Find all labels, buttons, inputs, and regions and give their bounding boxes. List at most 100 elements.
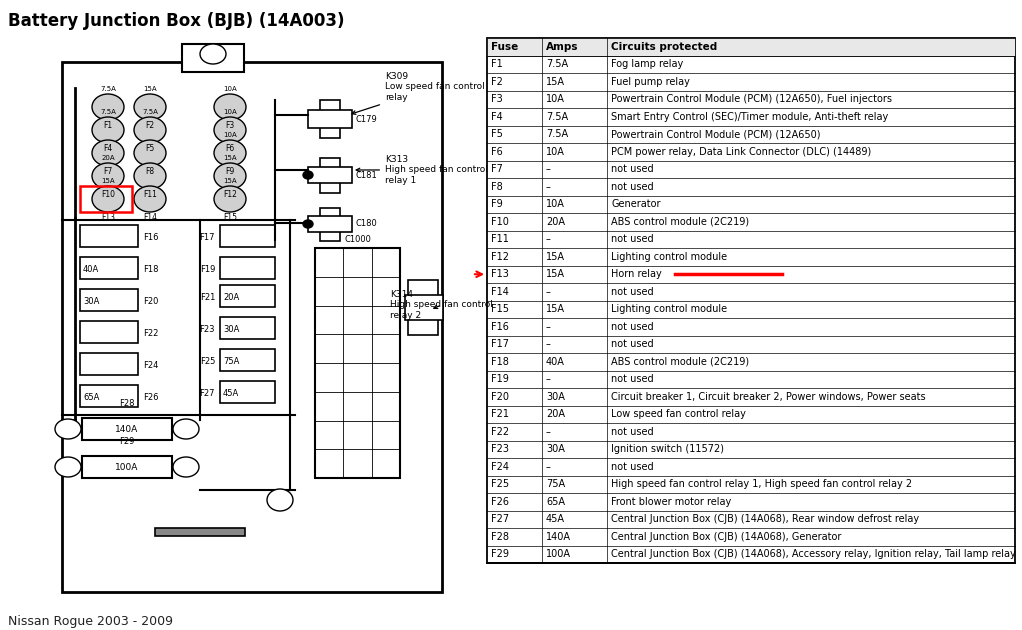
Text: –: –: [546, 462, 551, 472]
Text: Battery Junction Box (BJB) (14A003): Battery Junction Box (BJB) (14A003): [8, 12, 344, 30]
Text: not used: not used: [611, 427, 654, 437]
Ellipse shape: [214, 163, 246, 189]
Text: 20A: 20A: [546, 217, 565, 227]
Ellipse shape: [200, 44, 226, 64]
Text: F25: F25: [199, 357, 215, 365]
Text: –: –: [546, 234, 551, 244]
Text: F5: F5: [491, 129, 503, 139]
Text: F7: F7: [103, 167, 112, 176]
Bar: [82, 456, 172, 478]
Text: F23: F23: [491, 444, 509, 454]
Text: F4: F4: [103, 144, 112, 153]
Text: Amps: Amps: [546, 42, 578, 52]
Text: F26: F26: [143, 392, 158, 401]
Text: F28: F28: [120, 399, 135, 408]
Text: 10A: 10A: [223, 86, 237, 92]
Ellipse shape: [173, 419, 199, 439]
Bar: [80, 225, 138, 247]
Bar: [80, 321, 138, 343]
Text: C1000: C1000: [344, 235, 371, 244]
Text: F20: F20: [491, 392, 509, 402]
Text: F2: F2: [145, 121, 154, 130]
Text: 10A: 10A: [223, 132, 237, 138]
Bar: [308, 167, 352, 183]
Text: F2: F2: [491, 77, 503, 87]
Text: 75A: 75A: [546, 479, 565, 490]
Text: 15A: 15A: [546, 304, 565, 314]
Text: F19: F19: [199, 265, 215, 273]
Text: Powertrain Control Module (PCM) (12A650), Fuel injectors: Powertrain Control Module (PCM) (12A650)…: [611, 94, 892, 104]
Text: F24: F24: [491, 462, 509, 472]
Text: F20: F20: [143, 297, 158, 306]
Text: 15A: 15A: [143, 86, 156, 92]
Text: 15A: 15A: [101, 178, 114, 184]
Ellipse shape: [214, 117, 246, 143]
Text: F13: F13: [101, 213, 115, 222]
Text: F18: F18: [143, 265, 158, 273]
Ellipse shape: [134, 117, 166, 143]
Text: Central Junction Box (CJB) (14A068), Accessory relay, Ignition relay, Tail lamp : Central Junction Box (CJB) (14A068), Acc…: [611, 549, 1016, 559]
Ellipse shape: [173, 457, 199, 477]
Text: not used: not used: [611, 164, 654, 175]
Bar: [315, 248, 400, 478]
Text: F14: F14: [143, 213, 157, 222]
Text: F5: F5: [145, 144, 154, 153]
Text: F26: F26: [491, 496, 509, 507]
Text: Front blower motor relay: Front blower motor relay: [611, 496, 732, 507]
Text: Smart Entry Control (SEC)/Timer module, Anti-theft relay: Smart Entry Control (SEC)/Timer module, …: [611, 112, 888, 122]
Bar: [155, 528, 245, 536]
Ellipse shape: [55, 457, 81, 477]
Text: Ignition switch (11572): Ignition switch (11572): [611, 444, 724, 454]
Text: High speed fan control relay 1, High speed fan control relay 2: High speed fan control relay 1, High spe…: [611, 479, 912, 490]
Ellipse shape: [92, 186, 124, 212]
Text: F6: F6: [226, 144, 235, 153]
Text: Fuse: Fuse: [491, 42, 518, 52]
Text: C181: C181: [355, 171, 377, 180]
Bar: [320, 100, 340, 138]
Text: F8: F8: [145, 167, 154, 176]
Text: 30A: 30A: [546, 444, 565, 454]
Bar: [220, 257, 275, 279]
Text: 7.5A: 7.5A: [546, 59, 568, 69]
Text: C180: C180: [355, 219, 377, 229]
Ellipse shape: [134, 94, 166, 120]
Bar: [308, 110, 352, 128]
Text: F21: F21: [491, 410, 509, 419]
Text: C179: C179: [355, 115, 377, 123]
Ellipse shape: [92, 117, 124, 143]
Ellipse shape: [134, 140, 166, 166]
Bar: [220, 381, 275, 403]
Text: F11: F11: [143, 190, 157, 199]
Text: –: –: [546, 322, 551, 332]
Text: F13: F13: [491, 269, 509, 279]
Text: –: –: [546, 164, 551, 175]
Text: 65A: 65A: [546, 496, 565, 507]
Text: F17: F17: [491, 339, 509, 349]
Text: 40A: 40A: [546, 357, 565, 367]
Ellipse shape: [92, 94, 124, 120]
Text: Circuits protected: Circuits protected: [611, 42, 717, 52]
Text: F12: F12: [491, 252, 509, 261]
Text: 10A: 10A: [223, 109, 237, 115]
Text: 65A: 65A: [83, 392, 99, 401]
Text: F15: F15: [491, 304, 509, 314]
Text: 15A: 15A: [223, 178, 237, 184]
Text: –: –: [546, 181, 551, 192]
Text: F1: F1: [103, 121, 112, 130]
Text: F9: F9: [491, 199, 503, 209]
Text: F17: F17: [199, 232, 215, 241]
Bar: [80, 385, 138, 407]
Text: PCM power relay, Data Link Connector (DLC) (14489): PCM power relay, Data Link Connector (DL…: [611, 147, 871, 157]
Text: K314
High speed fan control
relay 2: K314 High speed fan control relay 2: [390, 290, 493, 320]
Ellipse shape: [214, 186, 246, 212]
Text: F3: F3: [226, 121, 235, 130]
Text: F29: F29: [491, 549, 509, 559]
Text: Lighting control module: Lighting control module: [611, 252, 727, 261]
Text: F29: F29: [120, 437, 135, 446]
Bar: [308, 216, 352, 232]
Ellipse shape: [92, 140, 124, 166]
Text: 140A: 140A: [115, 425, 139, 435]
Text: F1: F1: [491, 59, 503, 69]
Text: K309
Low speed fan control
relay: K309 Low speed fan control relay: [352, 72, 484, 114]
Text: ABS control module (2C219): ABS control module (2C219): [611, 357, 749, 367]
